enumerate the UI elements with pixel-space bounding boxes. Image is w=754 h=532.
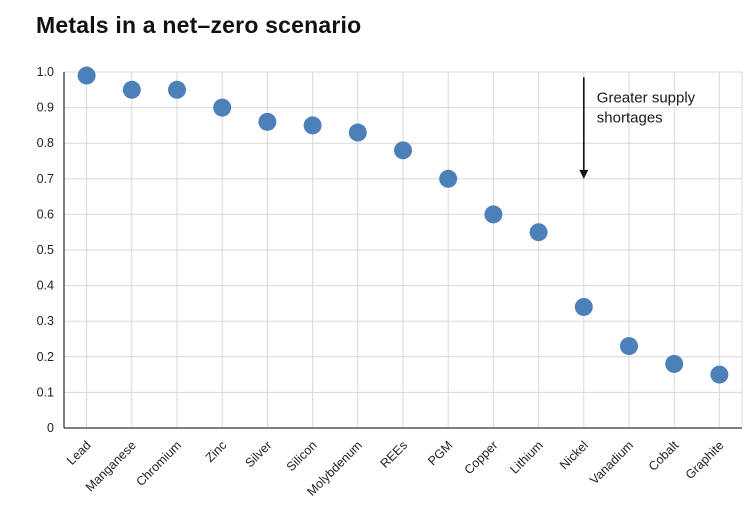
y-tick-label: 0.4	[37, 279, 54, 293]
data-point	[710, 365, 729, 384]
x-axis-label: Nickel	[557, 438, 591, 472]
x-axis-label: Silver	[243, 438, 275, 470]
x-axis-label: Chromium	[133, 438, 184, 489]
x-axis-label: PGM	[425, 438, 455, 468]
y-tick-label: 0	[47, 421, 54, 435]
x-axis-label: Silicon	[284, 438, 320, 474]
x-axis-label: Vanadium	[587, 438, 636, 487]
data-point	[348, 123, 367, 142]
y-tick-label: 0.1	[37, 385, 54, 399]
data-point	[574, 297, 593, 316]
y-tick-label: 0.3	[37, 314, 54, 328]
chart-title: Metals in a net–zero scenario	[36, 12, 362, 38]
x-axis-label: Zinc	[203, 438, 230, 465]
y-tick-label: 0.7	[37, 172, 54, 186]
annotation-arrowhead-icon	[579, 169, 589, 179]
x-axis-label: Graphite	[683, 438, 727, 482]
data-point	[529, 223, 548, 242]
data-point	[394, 141, 412, 160]
y-tick-label: 0.5	[37, 243, 54, 257]
data-point	[665, 354, 684, 373]
annotation-text: shortages	[597, 109, 663, 126]
annotation-text: Greater supply	[597, 89, 696, 106]
data-point	[620, 337, 638, 356]
data-point	[258, 112, 277, 131]
x-axis-label: Lead	[64, 438, 94, 468]
y-tick-label: 1.0	[37, 65, 54, 79]
y-tick-label: 0.2	[37, 350, 54, 364]
data-point	[168, 80, 186, 99]
data-point	[484, 205, 503, 224]
data-point	[122, 80, 141, 99]
data-point	[439, 169, 458, 188]
data-point	[213, 98, 232, 117]
x-axis-label: REEs	[378, 438, 410, 470]
y-tick-label: 0.9	[37, 101, 54, 115]
x-axis-label: Cobalt	[646, 438, 682, 474]
data-point	[303, 116, 322, 135]
y-tick-label: 0.8	[37, 136, 54, 150]
x-axis-label: Copper	[462, 438, 501, 477]
data-point	[77, 66, 96, 85]
y-tick-label: 0.6	[37, 207, 54, 221]
x-axis-label: Lithium	[507, 438, 545, 476]
